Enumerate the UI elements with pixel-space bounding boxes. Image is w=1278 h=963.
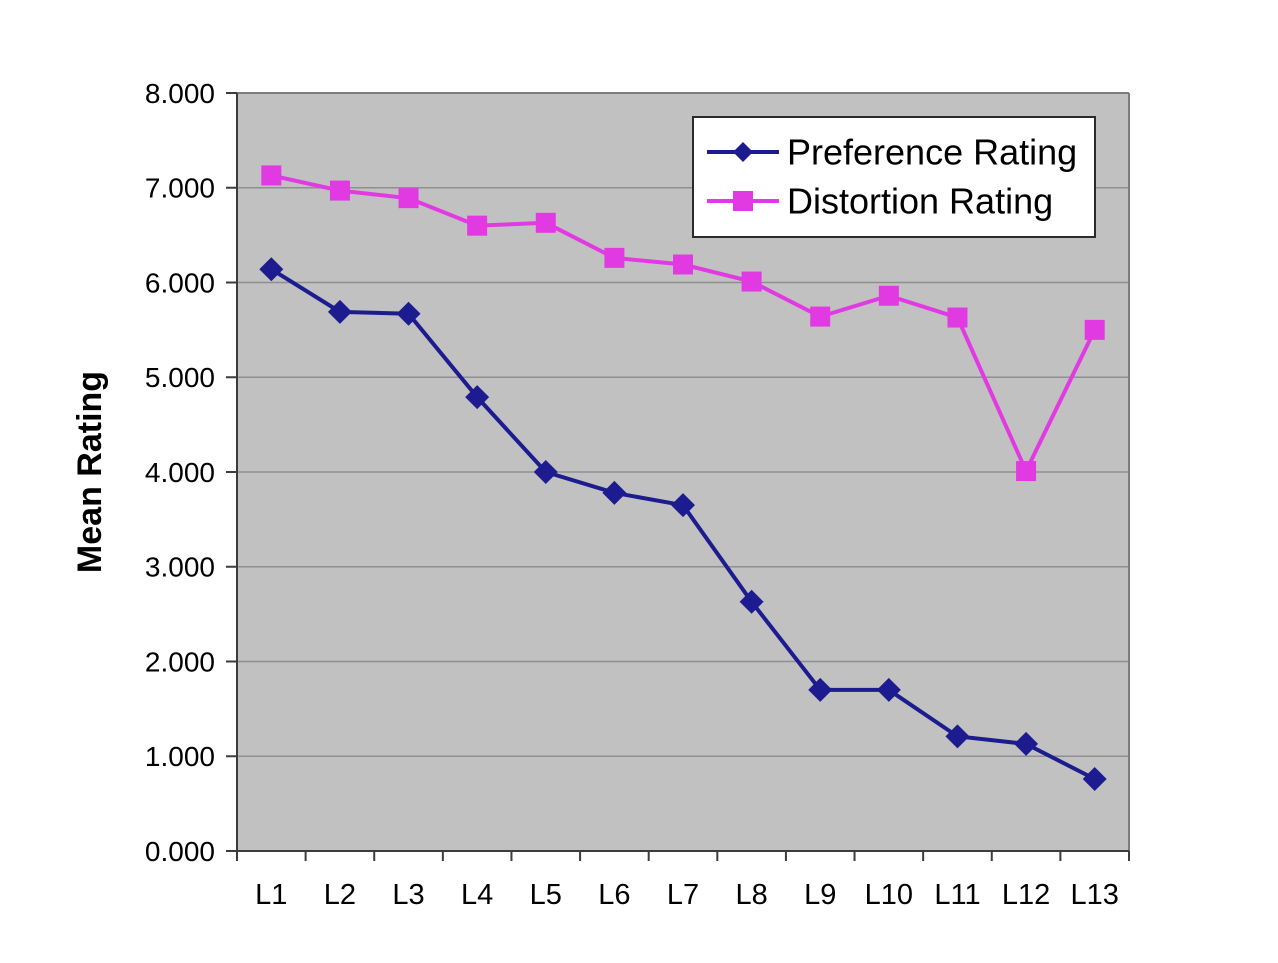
y-tick-label: 2.000 bbox=[145, 646, 215, 677]
y-tick-label: 6.000 bbox=[145, 267, 215, 298]
legend-box bbox=[692, 116, 1096, 238]
preference-rating-point-L7 bbox=[671, 493, 695, 518]
y-axis-title: Mean Rating bbox=[71, 371, 109, 573]
x-tick-label-L6: L6 bbox=[598, 879, 630, 911]
x-tick-label-L4: L4 bbox=[461, 879, 493, 911]
distortion-rating-point-L12 bbox=[1016, 461, 1037, 482]
legend-label-distortion: Distortion Rating bbox=[787, 181, 1053, 222]
x-tick-label-L13: L13 bbox=[1070, 879, 1118, 911]
preference-rating-point-L1 bbox=[259, 257, 284, 282]
axis-ticks bbox=[226, 92, 1130, 861]
legend-item-distortion: Distortion Rating bbox=[707, 181, 1053, 222]
preference-diamond-icon bbox=[733, 142, 753, 162]
distortion-rating-point-L7 bbox=[673, 254, 693, 275]
distortion-square-icon bbox=[733, 191, 753, 211]
distortion-rating-point-L4 bbox=[467, 215, 488, 236]
preference-rating-point-L10 bbox=[876, 677, 901, 702]
y-tick-label: 5.000 bbox=[145, 362, 215, 393]
preference-rating-point-L2 bbox=[327, 299, 352, 324]
preference-rating-point-L5 bbox=[533, 460, 558, 484]
x-axis-tick-labels: L1 L2 L3 L4 L5 L6 L7 L8 L9 L10 L11 L12 L13 bbox=[255, 879, 1119, 911]
series-distortion-rating bbox=[261, 165, 1105, 482]
x-tick-label-L9: L9 bbox=[804, 879, 836, 911]
series-layer bbox=[259, 165, 1107, 791]
preference-rating-point-L13 bbox=[1082, 766, 1107, 791]
distortion-rating-point-L2 bbox=[329, 180, 350, 201]
preference-rating-point-L6 bbox=[602, 480, 627, 505]
distortion-rating-point-L8 bbox=[741, 271, 762, 292]
x-tick-label-L11: L11 bbox=[934, 879, 980, 911]
x-tick-label-L8: L8 bbox=[735, 879, 767, 911]
distortion-rating-point-L3 bbox=[398, 188, 419, 209]
distortion-rating-point-L1 bbox=[261, 165, 282, 186]
y-axis-tick-labels: 0.000 1.000 2.000 3.000 4.000 5.000 6.000 7.000… bbox=[145, 78, 215, 867]
distortion-rating-point-L6 bbox=[604, 247, 625, 268]
y-tick-label: 1.000 bbox=[145, 741, 215, 772]
preference-rating-point-L9 bbox=[808, 677, 833, 702]
preference-rating-point-L12 bbox=[1014, 731, 1039, 756]
x-tick-label-L3: L3 bbox=[392, 879, 424, 911]
y-tick-label: 8.000 bbox=[145, 78, 215, 109]
x-tick-label-L12: L12 bbox=[1002, 879, 1050, 911]
y-tick-label: 0.000 bbox=[145, 836, 215, 867]
x-tick-label-L7: L7 bbox=[667, 879, 699, 911]
series-preference-rating bbox=[259, 257, 1107, 791]
x-tick-label-L1: L1 bbox=[255, 879, 287, 911]
x-tick-label-L10: L10 bbox=[865, 879, 913, 911]
x-tick-label-L5: L5 bbox=[530, 879, 562, 911]
legend-item-preference: Preference Rating bbox=[707, 132, 1077, 173]
preference-rating-point-L8 bbox=[739, 589, 764, 614]
distortion-rating-point-L11 bbox=[947, 307, 968, 328]
distortion-rating-point-L10 bbox=[878, 285, 899, 306]
preference-rating-point-L11 bbox=[945, 724, 970, 749]
x-tick-label-L2: L2 bbox=[324, 879, 356, 911]
distortion-rating-point-L9 bbox=[810, 306, 831, 327]
legend: Preference Rating Distortion Rating bbox=[692, 116, 1096, 238]
preference-rating-point-L3 bbox=[396, 301, 421, 326]
legend-label-preference: Preference Rating bbox=[787, 132, 1077, 173]
preference-rating-point-L4 bbox=[465, 385, 490, 410]
y-tick-label: 3.000 bbox=[145, 552, 215, 583]
distortion-rating-point-L13 bbox=[1084, 319, 1105, 340]
distortion-rating-point-L5 bbox=[535, 212, 556, 233]
y-tick-label: 7.000 bbox=[145, 173, 215, 204]
y-tick-label: 4.000 bbox=[145, 457, 215, 488]
